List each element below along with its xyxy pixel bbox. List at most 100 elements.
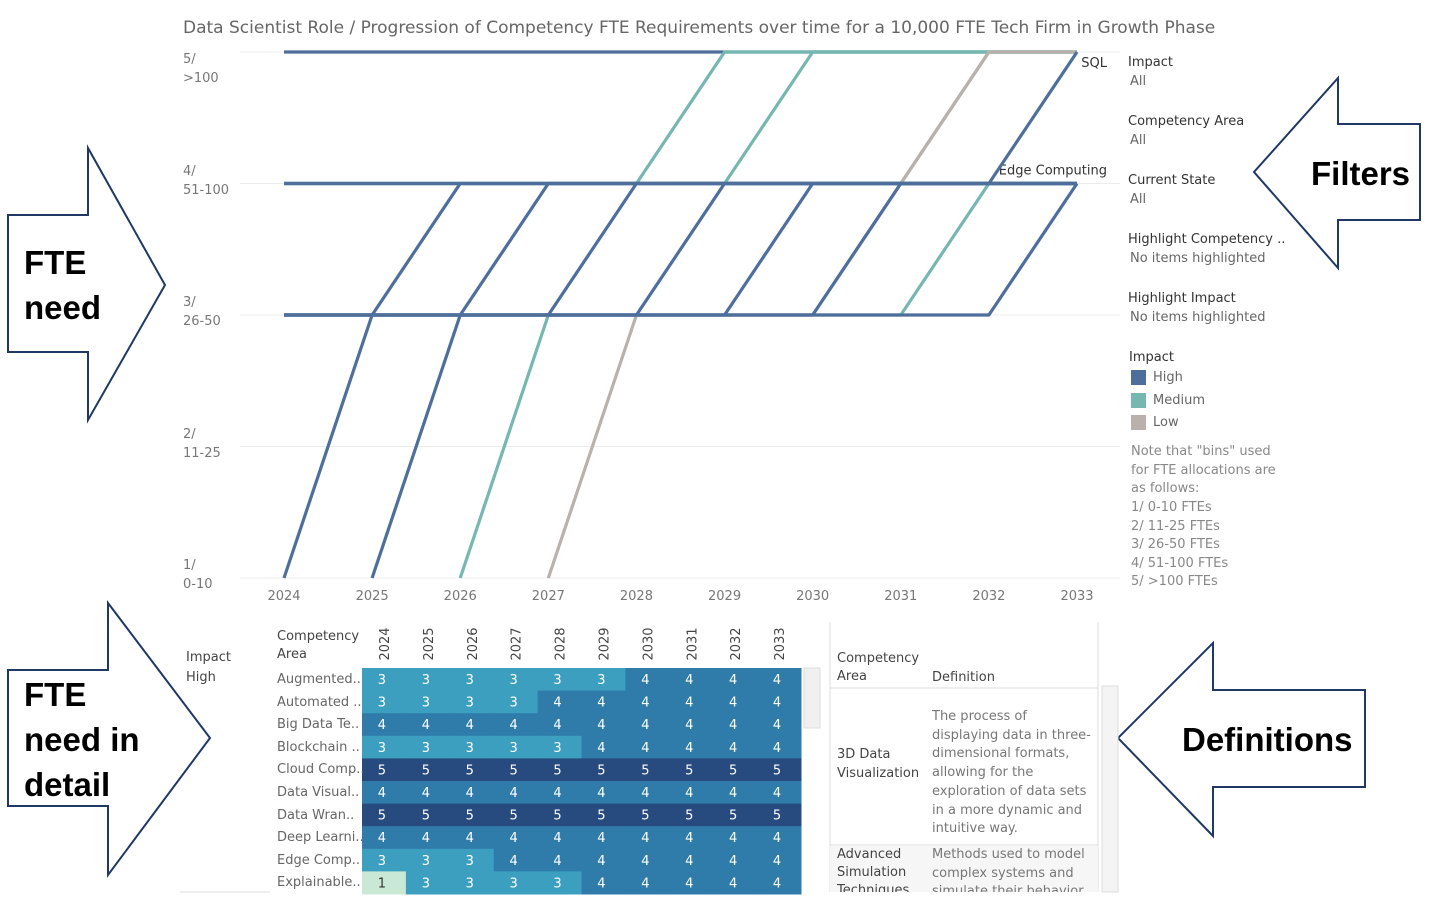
heat-cell	[449, 826, 495, 850]
heat-cell	[713, 690, 758, 714]
def-text: Methods used to model complex systems an…	[932, 847, 1085, 892]
column-header: Competency Area	[837, 651, 920, 684]
heat-cell-value: 4	[773, 854, 781, 869]
heat-cell	[713, 758, 758, 782]
heat-cell-value: 4	[685, 718, 693, 733]
column-year: 2025	[422, 627, 437, 660]
y-tick-label: 2/ 11-25	[183, 426, 221, 461]
heat-cell-value: 4	[641, 831, 649, 846]
callout-label: Definitions	[1182, 721, 1353, 758]
x-tick-label: 2030	[796, 589, 829, 604]
heat-cell	[669, 781, 714, 805]
heat-cell	[537, 848, 582, 872]
x-tick-label: 2025	[356, 589, 389, 604]
heat-cell-value: 4	[553, 854, 561, 869]
heat-cell-value: 4	[597, 831, 605, 846]
filter-value[interactable]: No items highlighted	[1130, 310, 1266, 325]
series-line	[284, 51, 1079, 186]
x-tick-label: 2024	[267, 589, 300, 604]
heat-cell-value: 4	[729, 718, 737, 733]
filter-label[interactable]: Impact	[1128, 55, 1173, 70]
heat-cell-value: 4	[685, 854, 693, 869]
heat-cell	[581, 668, 626, 692]
arrow-fte-detail	[7, 600, 212, 879]
heat-cell	[493, 781, 539, 805]
heat-cell	[713, 803, 758, 827]
heat-cell	[493, 735, 539, 759]
filter-label[interactable]: Current State	[1128, 173, 1216, 188]
heat-cell-value: 5	[773, 763, 781, 778]
scrollbar[interactable]	[803, 667, 821, 729]
heat-cell-value: 3	[466, 854, 474, 869]
heat-cell	[537, 803, 582, 827]
heat-cell	[757, 826, 802, 850]
heat-cell-value: 3	[422, 673, 430, 688]
heat-cell	[625, 713, 670, 737]
heat-cell-value: 4	[729, 854, 737, 869]
heat-cell-value: 3	[422, 696, 430, 711]
heat-cell	[669, 735, 714, 759]
heat-cell	[757, 690, 802, 714]
filter-label[interactable]: Competency Area	[1128, 114, 1245, 129]
heat-cell-value: 4	[641, 696, 649, 711]
filter-label[interactable]: Highlight Impact	[1128, 291, 1236, 306]
heat-cell	[537, 781, 582, 805]
heat-cell	[449, 758, 495, 782]
heat-cell-value: 3	[422, 854, 430, 869]
y-tick-label: 5/ >100	[183, 52, 219, 86]
heat-cell	[362, 690, 407, 714]
heat-cell-value: 3	[553, 876, 561, 891]
heat-cell-value: 4	[378, 831, 386, 846]
heat-cell	[713, 713, 758, 737]
heat-cell-value: 4	[466, 786, 474, 801]
heat-cell	[362, 713, 407, 737]
filter-label[interactable]: Highlight Competency ..	[1128, 232, 1286, 247]
filter-value[interactable]: All	[1130, 133, 1147, 148]
heat-cell	[757, 758, 802, 782]
column-year: 2029	[597, 627, 612, 660]
heat-cell-value: 4	[685, 696, 693, 711]
heat-cell-value: 4	[553, 718, 561, 733]
row-label: Automated ..	[277, 694, 362, 710]
callout-arrows	[7, 75, 1421, 879]
series-line	[284, 181, 1077, 317]
heat-cell-value: 3	[510, 876, 518, 891]
x-tick-label: 2026	[444, 589, 477, 604]
heat-cell	[581, 848, 626, 872]
heat-cell-value: 3	[553, 673, 561, 688]
heat-cell	[362, 826, 407, 850]
heat-cell	[537, 826, 582, 850]
heat-cell	[362, 735, 407, 759]
row-label: Cloud Comp..	[277, 762, 365, 778]
series-line	[284, 182, 1079, 317]
heat-cell-value: 5	[466, 809, 474, 824]
heat-cell-value: 4	[773, 673, 781, 688]
y-tick-label: 1/ 0-10	[183, 558, 213, 592]
column-header: Impact	[186, 650, 231, 665]
legend-swatch	[1131, 392, 1146, 408]
def-row-clip: Advanced Simulation Techniques Methods us…	[830, 846, 1098, 892]
y-tick-label: 3/ 26-50	[183, 295, 221, 329]
note-text: Note that "bins" used for FTE allocation…	[1131, 444, 1276, 496]
filter-value[interactable]: All	[1130, 192, 1147, 207]
heat-cell	[581, 781, 626, 805]
heat-cell	[493, 848, 539, 872]
heat-cell	[757, 781, 802, 805]
filter-value[interactable]: No items highlighted	[1130, 251, 1266, 266]
heat-cell	[362, 871, 407, 895]
heat-cell-value: 3	[466, 876, 474, 891]
column-year: 2033	[773, 627, 788, 660]
heat-cell-value: 3	[466, 696, 474, 711]
heat-cell	[713, 826, 758, 850]
heat-cell-value: 3	[510, 673, 518, 688]
heat-cell	[713, 735, 758, 759]
scrollbar[interactable]	[1101, 685, 1119, 893]
heat-cell-value: 3	[597, 673, 605, 688]
filter-value[interactable]: All	[1130, 74, 1147, 89]
heat-cell-value: 1	[378, 876, 386, 891]
impact-label: High	[186, 670, 216, 685]
def-text: The process of displaying data in three-…	[932, 709, 1091, 837]
heat-cell-value: 4	[685, 786, 693, 801]
heat-cell-value: 4	[773, 876, 781, 891]
